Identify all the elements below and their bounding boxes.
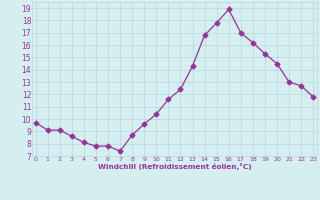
X-axis label: Windchill (Refroidissement éolien,°C): Windchill (Refroidissement éolien,°C): [98, 163, 251, 170]
